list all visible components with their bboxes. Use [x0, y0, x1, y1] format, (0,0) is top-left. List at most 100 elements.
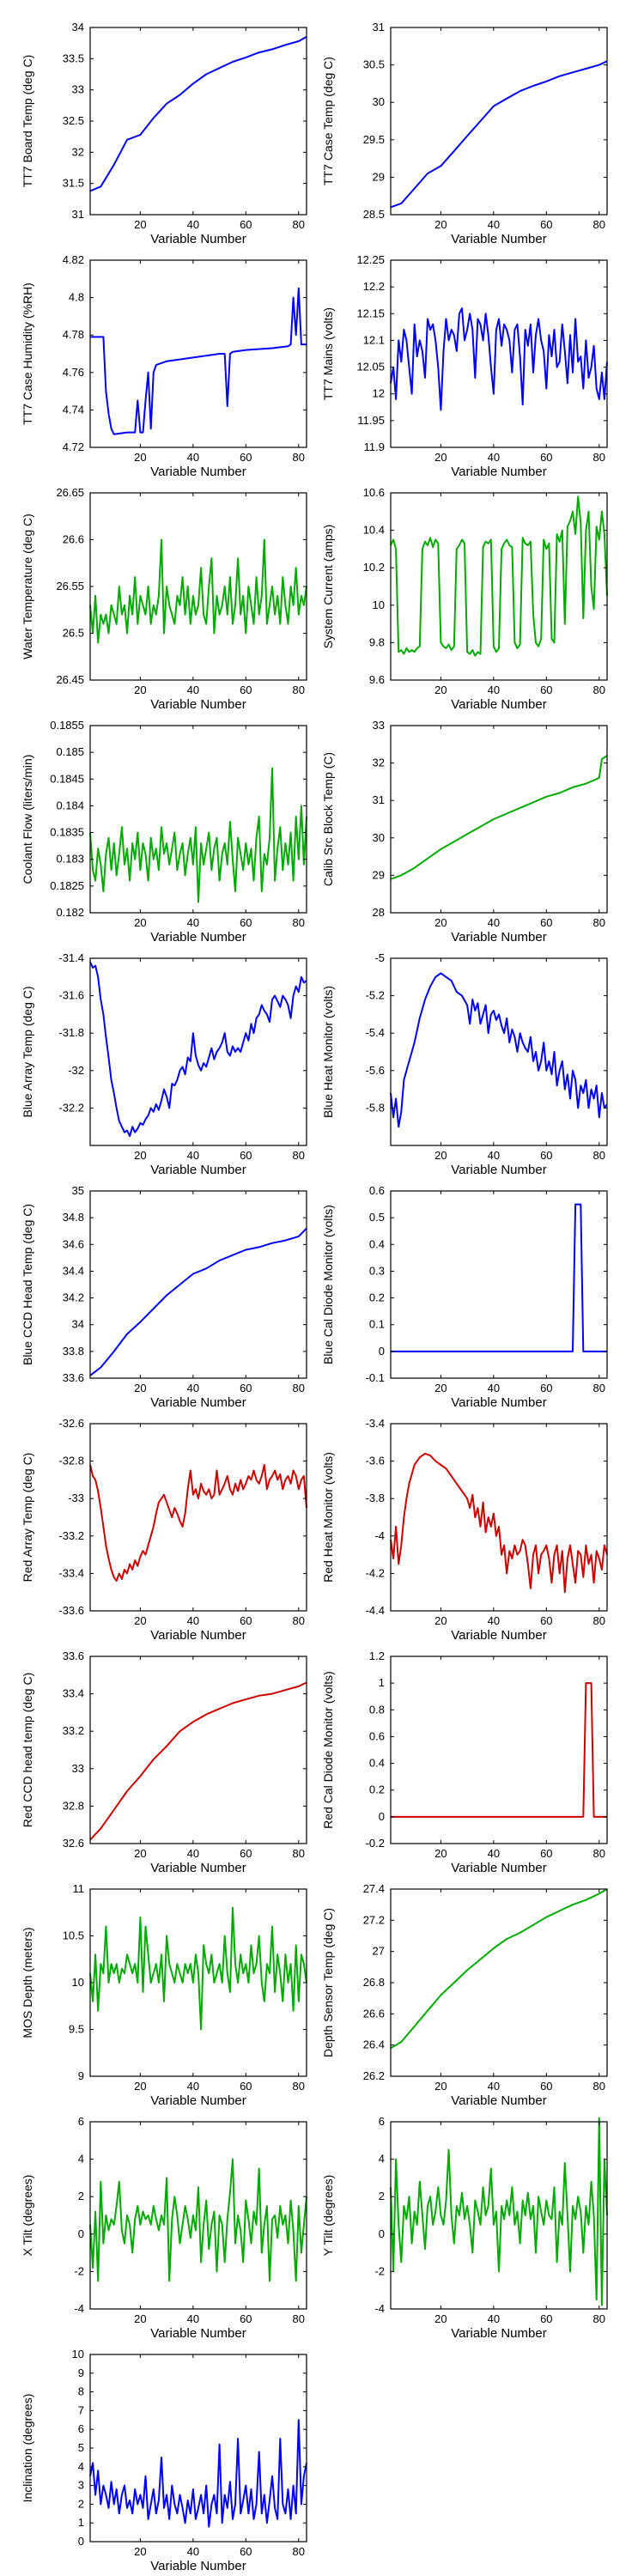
y-tick-label: 0.6: [369, 1729, 385, 1742]
y-tick-label: 4: [78, 2153, 84, 2166]
chart-red-cal-diode-monitor: -0.2 0 0.2 0.4 0.6 0.8 1 1.2 20 40 60 80 Variable Nu…: [321, 1649, 608, 1875]
x-axis-label: Variable Number: [451, 1395, 546, 1410]
x-tick-label: 60: [540, 1614, 552, 1627]
y-tick-label: 7: [78, 2403, 84, 2416]
x-tick-label: 80: [593, 683, 605, 696]
y-axis-label: MOS Depth (meters): [21, 1927, 34, 2038]
y-axis-label: Blue Heat Monitor (volts): [321, 986, 335, 1118]
y-tick-label: 26.6: [363, 2007, 385, 2020]
y-axis-label: Blue Array Temp (deg C): [21, 986, 34, 1117]
y-tick-label: 31: [373, 21, 385, 33]
plot-frame: [89, 492, 307, 681]
plot-frame: [390, 27, 608, 216]
y-tick-label: 26.2: [363, 2069, 385, 2082]
y-tick-label: -5.8: [366, 1101, 385, 1114]
x-axis-label: Variable Number: [150, 232, 246, 246]
x-axis-label: Variable Number: [150, 697, 246, 712]
y-tick-label: 12.25: [356, 253, 385, 266]
x-tick-label: 40: [488, 2312, 500, 2325]
series-line: [89, 1906, 307, 2031]
x-tick-label: 40: [187, 218, 199, 231]
y-tick-label: 0: [78, 2227, 84, 2240]
y-tick-label: 0.1855: [50, 719, 84, 732]
y-tick-label: 10: [72, 2348, 84, 2360]
x-tick-label: 60: [540, 916, 552, 929]
x-tick-label: 60: [240, 218, 252, 231]
x-tick-label: 40: [187, 2312, 199, 2325]
x-axis-label: Variable Number: [150, 930, 246, 945]
y-tick-label: 26.4: [363, 2038, 385, 2051]
y-tick-label: -32.6: [58, 1417, 84, 1430]
y-tick-label: 1: [379, 1676, 385, 1689]
y-tick-label: -31.4: [58, 951, 84, 964]
y-axis-label: TT7 Case Humidity (%RH): [21, 283, 34, 425]
y-axis-label: Red Cal Diode Monitor (volts): [321, 1671, 335, 1829]
y-tick-label: 5: [78, 2441, 84, 2454]
x-tick-label: 60: [240, 683, 252, 696]
x-tick-label: 80: [293, 1149, 305, 1162]
y-tick-label: 34.6: [63, 1237, 84, 1250]
x-axis-label: Variable Number: [451, 930, 546, 945]
y-tick-label: 11.9: [364, 440, 385, 453]
chart-mos-depth: 9 9.5 10 10.5 11 20 40 60 80 Variable Number MOS D…: [21, 1882, 307, 2108]
y-tick-label: 29: [373, 868, 385, 881]
x-tick-label: 60: [540, 2312, 552, 2325]
y-tick-label: 0.1: [369, 1318, 385, 1331]
y-axis-label: TT7 Mains (volts): [321, 307, 335, 400]
chart-blue-ccd-head-temp: 33.6 33.8 34 34.2 34.4 34.6 34.8 35 20 40 60 80 Vari…: [21, 1184, 307, 1410]
y-tick-label: 26.65: [56, 486, 84, 499]
y-tick-label: 2: [379, 2190, 385, 2202]
x-axis-label: Variable Number: [150, 2093, 246, 2108]
x-axis-label: Variable Number: [150, 2326, 246, 2341]
x-axis-label: Variable Number: [451, 465, 546, 479]
x-tick-label: 80: [593, 2080, 605, 2093]
x-tick-label: 20: [434, 2080, 447, 2093]
plot-frame: [390, 1888, 608, 2077]
y-tick-label: -2: [374, 2264, 385, 2277]
series-line: [391, 1203, 607, 1352]
x-tick-label: 20: [134, 218, 146, 231]
y-tick-label: -33.6: [58, 1604, 84, 1617]
y-tick-label: -3.4: [366, 1417, 385, 1430]
x-tick-label: 80: [293, 1614, 305, 1627]
y-tick-label: 28.5: [363, 208, 385, 221]
y-tick-label: -5: [374, 951, 385, 964]
x-tick-label: 40: [488, 451, 500, 464]
chart-red-array-temp: -33.6 -33.4 -33.2 -33 -32.8 -32.6 20 40 60 80 Vari…: [21, 1417, 307, 1643]
y-tick-label: 0: [78, 2535, 84, 2548]
x-tick-label: 40: [488, 1149, 500, 1162]
y-tick-label: 12.05: [356, 361, 385, 374]
plot-frame: [89, 1656, 307, 1844]
y-tick-label: 0.4: [369, 1757, 385, 1770]
plot-frame: [89, 1190, 307, 1379]
x-tick-label: 20: [434, 2312, 447, 2325]
x-tick-label: 60: [240, 1382, 252, 1394]
y-tick-label: 0.2: [369, 1291, 385, 1304]
y-tick-label: -4.4: [366, 1604, 385, 1617]
x-axis-label: Variable Number: [451, 2093, 546, 2108]
x-tick-label: 80: [293, 2312, 305, 2325]
chart-x-tilt: -4 -2 0 2 4 6 20 40 60 80 Variable Number X Tilt (d…: [21, 2115, 307, 2341]
y-tick-label: 12: [373, 387, 385, 400]
x-tick-label: 40: [488, 218, 500, 231]
y-tick-label: 32: [72, 145, 84, 158]
y-tick-label: 34.8: [63, 1211, 84, 1224]
y-tick-label: 4: [78, 2460, 84, 2473]
x-tick-label: 20: [434, 451, 447, 464]
y-tick-label: 10.4: [363, 524, 385, 537]
x-tick-label: 60: [540, 2080, 552, 2093]
chart-red-heat-monitor: -4.4 -4.2 -4 -3.8 -3.6 -3.4 20 40 60 80 Variable N…: [321, 1417, 608, 1643]
x-tick-label: 80: [593, 1847, 605, 1860]
y-tick-label: -4: [74, 2302, 84, 2315]
series-line: [390, 2117, 608, 2306]
x-tick-label: 60: [240, 1149, 252, 1162]
x-tick-label: 80: [293, 1847, 305, 1860]
x-tick-label: 20: [134, 916, 146, 929]
x-tick-label: 40: [187, 451, 199, 464]
x-tick-label: 20: [134, 2080, 146, 2093]
series-line: [390, 972, 608, 1128]
chart-calib-src-block-temp: 28 29 30 31 32 33 20 40 60 80 Variable Number Calib…: [321, 719, 608, 945]
y-tick-label: 26.55: [56, 580, 84, 592]
y-tick-label: 31.5: [63, 177, 84, 190]
x-axis-label: Variable Number: [451, 1628, 546, 1643]
